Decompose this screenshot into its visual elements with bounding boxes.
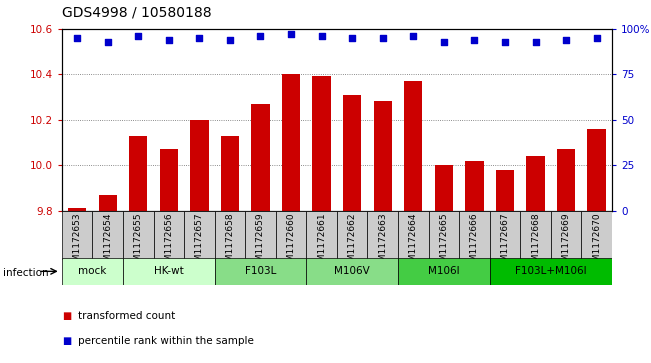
Bar <box>435 165 453 211</box>
Bar <box>490 211 520 260</box>
Point <box>531 39 541 45</box>
Bar <box>307 258 398 285</box>
Text: GSM1172660: GSM1172660 <box>286 212 296 273</box>
Text: GSM1172657: GSM1172657 <box>195 212 204 273</box>
Bar <box>92 211 123 260</box>
Bar <box>221 136 239 211</box>
Bar <box>312 76 331 211</box>
Point <box>500 39 510 45</box>
Bar <box>307 211 337 260</box>
Point <box>194 35 204 41</box>
Text: GDS4998 / 10580188: GDS4998 / 10580188 <box>62 6 212 20</box>
Point <box>408 33 419 39</box>
Bar <box>245 211 276 260</box>
Text: GSM1172656: GSM1172656 <box>164 212 173 273</box>
Text: GSM1172666: GSM1172666 <box>470 212 479 273</box>
Bar <box>215 211 245 260</box>
Bar <box>129 136 147 211</box>
Text: GSM1172659: GSM1172659 <box>256 212 265 273</box>
Bar <box>557 149 575 211</box>
Point <box>225 37 235 43</box>
Text: GSM1172664: GSM1172664 <box>409 212 418 273</box>
Point <box>316 33 327 39</box>
Point <box>255 33 266 39</box>
Bar <box>190 120 208 211</box>
Point <box>133 33 143 39</box>
Text: ■: ■ <box>62 336 71 346</box>
Text: GSM1172669: GSM1172669 <box>562 212 570 273</box>
Text: GSM1172668: GSM1172668 <box>531 212 540 273</box>
Bar <box>527 156 545 211</box>
Point <box>561 37 572 43</box>
Bar <box>184 211 215 260</box>
Bar <box>496 170 514 211</box>
Point <box>347 35 357 41</box>
Bar <box>459 211 490 260</box>
Bar <box>587 129 606 211</box>
Point <box>378 35 388 41</box>
Text: M106V: M106V <box>335 266 370 276</box>
Bar <box>215 258 307 285</box>
Text: transformed count: transformed count <box>78 311 175 321</box>
Bar <box>68 208 87 211</box>
Point <box>286 32 296 37</box>
Text: F103L: F103L <box>245 266 276 276</box>
Text: ■: ■ <box>62 311 71 321</box>
Bar <box>398 258 490 285</box>
Bar <box>251 104 270 211</box>
Text: GSM1172661: GSM1172661 <box>317 212 326 273</box>
Point <box>72 35 82 41</box>
Bar <box>62 258 123 285</box>
Text: GSM1172653: GSM1172653 <box>73 212 81 273</box>
Text: GSM1172654: GSM1172654 <box>104 212 112 273</box>
Text: HK-wt: HK-wt <box>154 266 184 276</box>
Text: GSM1172667: GSM1172667 <box>501 212 510 273</box>
Text: GSM1172670: GSM1172670 <box>592 212 601 273</box>
Point <box>592 35 602 41</box>
Bar <box>581 211 612 260</box>
Bar <box>404 81 422 211</box>
Bar <box>398 211 428 260</box>
Text: GSM1172662: GSM1172662 <box>348 212 357 273</box>
Text: percentile rank within the sample: percentile rank within the sample <box>78 336 254 346</box>
Point <box>439 39 449 45</box>
Text: GSM1172665: GSM1172665 <box>439 212 449 273</box>
Bar <box>428 211 459 260</box>
Bar <box>367 211 398 260</box>
Bar <box>490 258 612 285</box>
Text: infection: infection <box>3 268 49 278</box>
Bar <box>154 211 184 260</box>
Bar <box>374 101 392 211</box>
Bar <box>343 95 361 211</box>
Point <box>102 39 113 45</box>
Text: GSM1172655: GSM1172655 <box>133 212 143 273</box>
Bar <box>62 211 92 260</box>
Text: GSM1172658: GSM1172658 <box>225 212 234 273</box>
Bar <box>123 211 154 260</box>
Bar <box>551 211 581 260</box>
Bar <box>520 211 551 260</box>
Point <box>163 37 174 43</box>
Bar <box>337 211 367 260</box>
Bar <box>123 258 215 285</box>
Bar <box>98 195 117 211</box>
Text: M106I: M106I <box>428 266 460 276</box>
Text: F103L+M106I: F103L+M106I <box>515 266 587 276</box>
Text: mock: mock <box>78 266 107 276</box>
Bar <box>159 149 178 211</box>
Bar <box>276 211 307 260</box>
Bar <box>282 74 300 211</box>
Text: GSM1172663: GSM1172663 <box>378 212 387 273</box>
Point <box>469 37 480 43</box>
Bar <box>465 161 484 211</box>
